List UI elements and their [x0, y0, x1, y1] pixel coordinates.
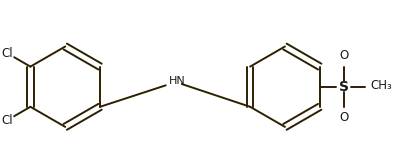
Text: S: S [339, 80, 349, 94]
Text: O: O [339, 49, 348, 62]
Text: Cl: Cl [2, 47, 13, 60]
Text: CH₃: CH₃ [371, 79, 392, 92]
Text: O: O [339, 111, 348, 124]
Text: Cl: Cl [2, 114, 13, 127]
Text: HN: HN [168, 76, 185, 86]
